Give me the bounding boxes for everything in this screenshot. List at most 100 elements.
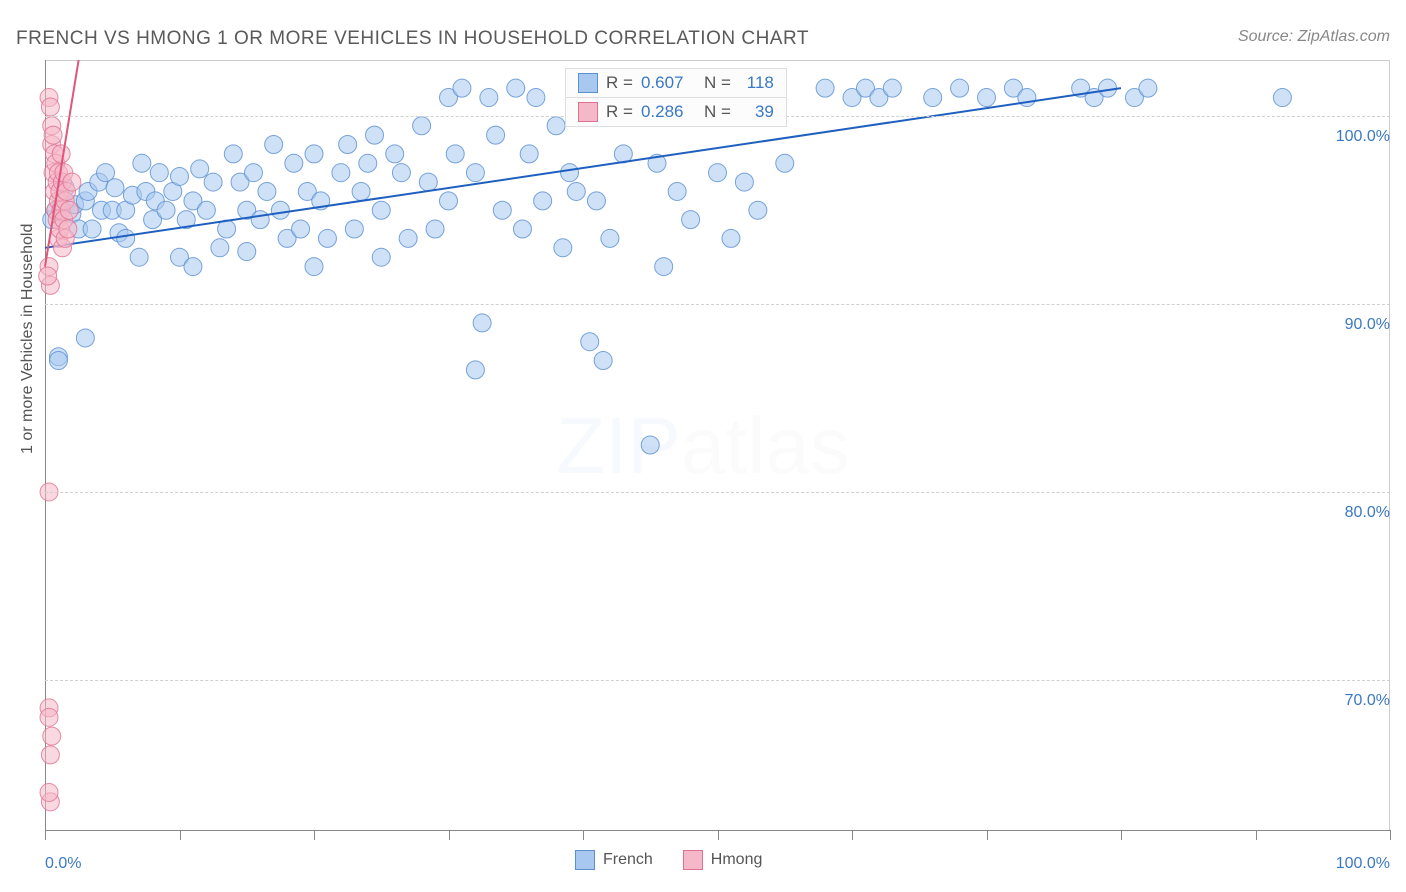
legend-label-French: French xyxy=(603,851,653,869)
x-tick xyxy=(180,830,181,840)
data-point-French xyxy=(332,164,350,182)
x-tick xyxy=(314,830,315,840)
data-point-French xyxy=(392,164,410,182)
data-point-French xyxy=(487,126,505,144)
data-point-French xyxy=(265,136,283,154)
stats-r-label: R = xyxy=(606,73,633,93)
y-tick-label: 70.0% xyxy=(1345,692,1390,710)
data-point-French xyxy=(567,182,585,200)
legend-label-Hmong: Hmong xyxy=(711,851,763,869)
data-point-French xyxy=(561,164,579,182)
data-point-French xyxy=(520,145,538,163)
gridline-h xyxy=(45,680,1390,681)
source-label: Source: ZipAtlas.com xyxy=(1238,28,1390,46)
legend-item-Hmong: Hmong xyxy=(683,850,763,870)
data-point-French xyxy=(204,173,222,191)
data-point-French xyxy=(305,258,323,276)
data-point-French xyxy=(211,239,229,257)
data-point-French xyxy=(106,179,124,197)
x-tick xyxy=(1256,830,1257,840)
data-point-French xyxy=(547,117,565,135)
stats-box: R =0.607N =118R =0.286N =39 xyxy=(565,68,787,127)
data-point-French xyxy=(581,333,599,351)
y-tick-label: 80.0% xyxy=(1345,504,1390,522)
data-point-French xyxy=(191,160,209,178)
data-point-French xyxy=(440,192,458,210)
chart-container: FRENCH VS HMONG 1 OR MORE VEHICLES IN HO… xyxy=(0,0,1406,892)
data-point-French xyxy=(1099,79,1117,97)
data-point-French xyxy=(413,117,431,135)
stats-n-label: N = xyxy=(704,102,731,122)
data-point-French xyxy=(339,136,357,154)
data-point-French xyxy=(453,79,471,97)
data-point-French xyxy=(345,220,363,238)
data-point-French xyxy=(157,201,175,219)
data-point-French xyxy=(133,154,151,172)
data-point-French xyxy=(359,154,377,172)
legend-swatch-Hmong xyxy=(683,850,703,870)
stats-row-Hmong: R =0.286N =39 xyxy=(565,98,787,127)
data-point-French xyxy=(292,220,310,238)
data-point-French xyxy=(466,164,484,182)
data-point-French xyxy=(816,79,834,97)
data-point-French xyxy=(49,351,67,369)
data-point-French xyxy=(883,79,901,97)
data-point-French xyxy=(366,126,384,144)
data-point-French xyxy=(171,167,189,185)
data-point-French xyxy=(76,329,94,347)
data-point-French xyxy=(534,192,552,210)
data-point-Hmong xyxy=(41,746,59,764)
data-point-French xyxy=(271,201,289,219)
data-point-French xyxy=(184,258,202,276)
data-point-French xyxy=(473,314,491,332)
data-point-French xyxy=(251,211,269,229)
y-axis-title: 1 or more Vehicles in Household xyxy=(19,224,37,454)
data-point-French xyxy=(776,154,794,172)
data-point-French xyxy=(83,220,101,238)
x-tick xyxy=(583,830,584,840)
data-point-French xyxy=(507,79,525,97)
data-point-French xyxy=(305,145,323,163)
data-point-French xyxy=(554,239,572,257)
data-point-Hmong xyxy=(40,708,58,726)
data-point-French xyxy=(655,258,673,276)
data-point-French xyxy=(117,229,135,247)
gridline-h xyxy=(45,492,1390,493)
data-point-French xyxy=(150,164,168,182)
y-tick-label: 90.0% xyxy=(1345,316,1390,334)
stats-n-value: 39 xyxy=(739,102,774,122)
data-point-French xyxy=(386,145,404,163)
data-point-French xyxy=(399,229,417,247)
data-point-French xyxy=(709,164,727,182)
x-tick xyxy=(1390,830,1391,840)
data-point-French xyxy=(197,201,215,219)
data-point-Hmong xyxy=(59,220,77,238)
stats-row-French: R =0.607N =118 xyxy=(565,68,787,98)
data-point-French xyxy=(285,154,303,172)
data-point-French xyxy=(426,220,444,238)
stats-r-value: 0.286 xyxy=(641,102,696,122)
data-point-French xyxy=(1139,79,1157,97)
stats-swatch-Hmong xyxy=(578,102,598,122)
data-point-French xyxy=(446,145,464,163)
data-point-French xyxy=(224,145,242,163)
data-point-French xyxy=(318,229,336,247)
data-point-French xyxy=(594,351,612,369)
x-tick xyxy=(449,830,450,840)
data-point-Hmong xyxy=(39,267,57,285)
data-point-French xyxy=(722,229,740,247)
x-tick-label-min: 0.0% xyxy=(45,855,81,873)
stats-n-label: N = xyxy=(704,73,731,93)
stats-n-value: 118 xyxy=(739,73,774,93)
data-point-French xyxy=(419,173,437,191)
gridline-h xyxy=(45,304,1390,305)
data-point-Hmong xyxy=(60,201,78,219)
plot-svg xyxy=(45,60,1390,830)
data-point-French xyxy=(352,182,370,200)
stats-swatch-French xyxy=(578,73,598,93)
legend-item-French: French xyxy=(575,850,653,870)
data-point-French xyxy=(244,164,262,182)
data-point-French xyxy=(372,201,390,219)
data-point-Hmong xyxy=(44,126,62,144)
data-point-Hmong xyxy=(63,173,81,191)
